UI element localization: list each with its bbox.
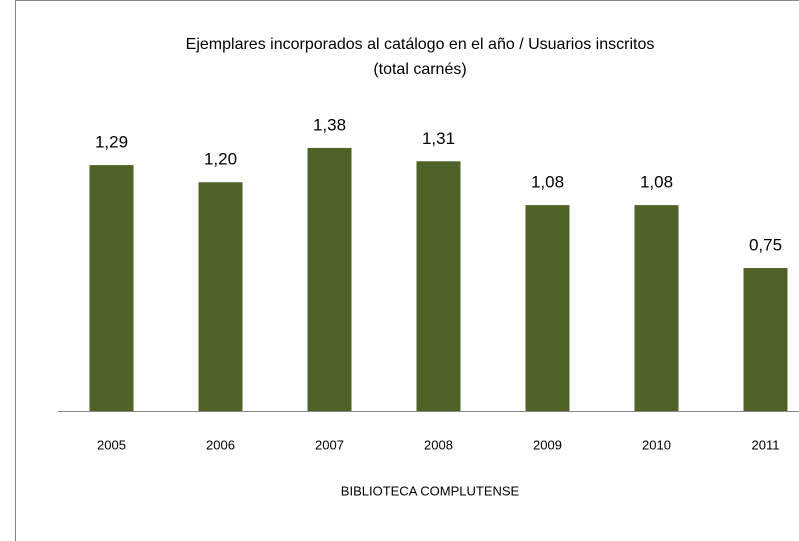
bar bbox=[743, 268, 788, 411]
x-tick-label: 2007 bbox=[315, 437, 344, 452]
bar bbox=[89, 165, 134, 411]
value-label: 1,08 bbox=[531, 173, 564, 192]
value-label: 1,29 bbox=[95, 133, 128, 152]
bar bbox=[634, 205, 679, 411]
bar bbox=[416, 161, 461, 411]
x-tick-label: 2006 bbox=[206, 437, 235, 452]
x-tick-label: 2005 bbox=[97, 437, 126, 452]
bar bbox=[525, 205, 570, 411]
bar bbox=[307, 147, 352, 411]
value-label: 0,75 bbox=[749, 236, 782, 255]
x-tick-label: 2009 bbox=[533, 437, 562, 452]
value-label: 1,20 bbox=[204, 150, 237, 169]
value-label: 1,08 bbox=[640, 173, 673, 192]
value-label: 1,38 bbox=[313, 115, 346, 134]
x-tick-label: 2011 bbox=[752, 437, 780, 452]
x-axis-label: BIBLIOTECA COMPLUTENSE bbox=[341, 483, 520, 498]
x-tick-label: 2008 bbox=[424, 437, 453, 452]
bar bbox=[198, 182, 243, 411]
value-label: 1,31 bbox=[422, 129, 455, 148]
x-tick-label: 2010 bbox=[642, 437, 671, 452]
chart-subtitle: (total carnés) bbox=[373, 61, 466, 78]
chart-title: Ejemplares incorporados al catálogo en e… bbox=[186, 36, 655, 53]
